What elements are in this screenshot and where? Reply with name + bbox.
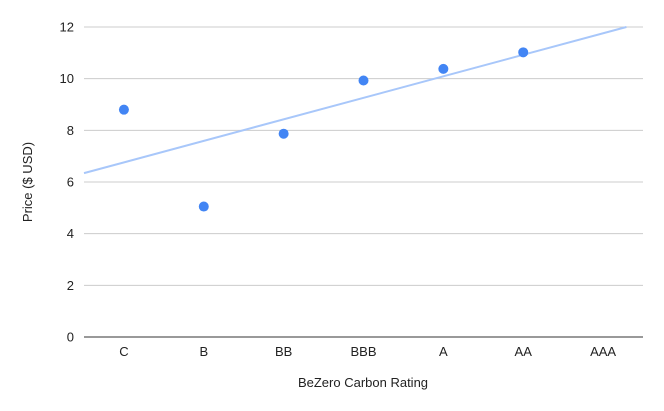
data-point [278, 128, 289, 139]
y-tick-label: 12 [60, 20, 74, 35]
data-point [358, 75, 369, 86]
x-tick-label: BBB [350, 344, 376, 359]
x-tick-label: B [199, 344, 208, 359]
x-tick-label: AA [515, 344, 533, 359]
x-axis-title: BeZero Carbon Rating [298, 375, 428, 390]
trendline [83, 26, 627, 175]
y-tick-label: 10 [60, 71, 74, 86]
data-points [118, 47, 529, 212]
x-tick-label: A [439, 344, 448, 359]
gridlines [84, 26, 643, 338]
x-tick-label: C [119, 344, 128, 359]
trendline-layer [83, 26, 627, 175]
y-tick-label: 2 [67, 278, 74, 293]
x-axis-ticks: C B BB BBB A AA AAA [119, 344, 616, 359]
y-axis-ticks: 0 2 4 6 8 10 12 [60, 20, 74, 345]
y-tick-label: 6 [67, 175, 74, 190]
data-point [518, 47, 529, 58]
y-tick-label: 4 [67, 226, 74, 241]
data-point [438, 63, 449, 74]
y-tick-label: 8 [67, 123, 74, 138]
y-tick-label: 0 [67, 330, 74, 345]
data-point [118, 104, 129, 115]
y-axis-title: Price ($ USD) [20, 142, 35, 222]
data-point [198, 201, 209, 212]
x-tick-label: AAA [590, 344, 616, 359]
x-tick-label: BB [275, 344, 292, 359]
